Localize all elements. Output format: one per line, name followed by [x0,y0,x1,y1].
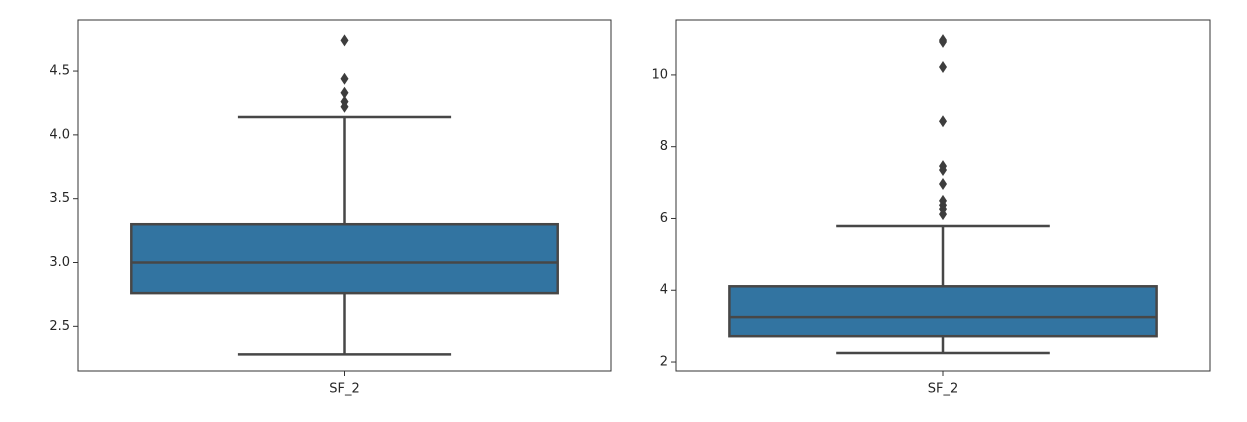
outlier [939,164,947,177]
y-tick-label: 3.5 [49,191,70,206]
outlier [340,34,349,47]
y-tick-label: 4.0 [49,127,70,142]
y-tick-label: 4.5 [49,64,70,79]
plot-frame [675,19,1211,372]
box [728,285,1158,338]
x-tick-label: SF_2 [928,382,959,397]
outlier [939,61,947,74]
y-tick-label: 6 [660,211,668,226]
y-tick-label: 8 [660,139,668,154]
plot-frame [77,19,612,372]
box [130,222,559,295]
y-tick-label: 10 [651,67,668,82]
y-tick-label: 3.0 [49,255,70,270]
y-tick-label: 2 [660,355,668,370]
outlier [340,100,349,113]
outlier [939,208,947,221]
outlier [939,115,947,128]
x-tick-label: SF_2 [329,382,360,397]
outlier [340,72,349,85]
y-tick-label: 2.5 [49,319,70,334]
outlier [939,178,947,191]
outlier [340,86,349,99]
outlier [939,35,947,48]
y-tick-label: 4 [660,283,668,298]
